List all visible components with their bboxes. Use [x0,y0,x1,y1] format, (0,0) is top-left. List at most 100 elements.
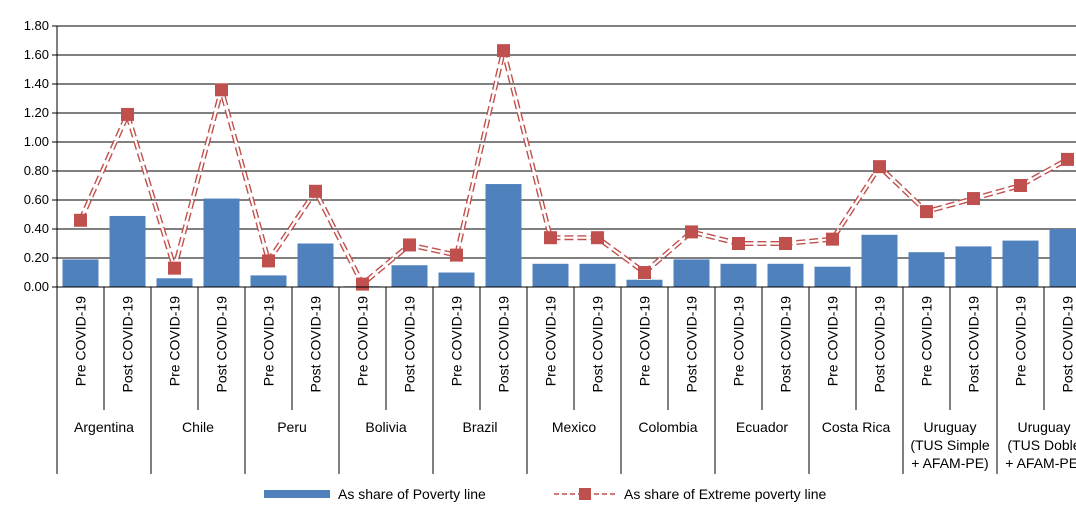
legend-item-extreme: As share of Extreme poverty line [552,486,826,502]
category-label: Chile [182,419,214,435]
legend-label-poverty: As share of Poverty line [338,486,486,502]
category-label: + AFAM-PE) [1005,455,1076,471]
x-tick-label: Post COVID-19 [402,296,418,393]
x-tick-label: Pre COVID-19 [919,296,935,386]
bar [673,259,710,287]
category-label: Argentina [74,419,134,435]
x-tick-label: Post COVID-19 [684,296,700,393]
bar [156,278,193,287]
x-tick-label: Post COVID-19 [214,296,230,393]
line-marker [403,238,416,252]
x-tick-label: Pre COVID-19 [73,296,89,386]
bar [1049,229,1076,287]
bar [579,263,616,287]
line-marker [168,261,181,275]
bar [1002,240,1039,287]
category-label: Bolivia [365,419,406,435]
bar [250,275,287,287]
line-marker [779,237,792,250]
x-tick-label: Post COVID-19 [308,296,324,393]
category-label: Uruguay [924,419,977,435]
y-tick-label: 0.60 [24,192,49,207]
x-tick-label: Post COVID-19 [120,296,136,393]
legend: As share of Poverty line As share of Ext… [0,486,1076,506]
bar [955,246,992,287]
legend-swatch-line [554,488,616,500]
bar [203,198,240,287]
line-marker [544,231,557,245]
line-marker [873,160,886,174]
category-label: Mexico [552,419,597,435]
bar [720,263,757,287]
line-marker [591,231,604,245]
bar [814,266,851,287]
line-marker [215,83,228,97]
bar [767,263,804,287]
line-series [74,44,1074,291]
x-tick-label: Post COVID-19 [590,296,606,393]
line-marker [450,248,463,262]
x-tick-label: Pre COVID-19 [449,296,465,386]
bar [908,252,945,287]
series-line-inner [79,49,1069,286]
y-tick-label: 0.20 [24,250,49,265]
x-tick-label: Pre COVID-19 [825,296,841,386]
bar [62,259,99,287]
x-tick-label: Post COVID-19 [966,296,982,393]
x-tick-label: Pre COVID-19 [1013,296,1029,386]
legend-label-extreme: As share of Extreme poverty line [624,486,827,502]
category-label: Uruguay [1018,419,1071,435]
line-marker [262,254,275,268]
category-label: Peru [277,419,307,435]
x-axis: Pre COVID-19 Post COVID-19 Pre COVID-19 Pos… [56,286,1076,474]
category-label: Brazil [462,419,497,435]
category-label: + AFAM-PE) [911,455,988,471]
line-marker [356,277,369,291]
bar [485,184,522,287]
y-tick-label: 0.80 [24,163,49,178]
line-marker [497,44,510,58]
bar [391,265,428,287]
bar [438,272,475,287]
category-label: (TUS Doble [1007,437,1076,453]
x-tick-label: Pre COVID-19 [543,296,559,386]
x-tick-label: Post COVID-19 [872,296,888,393]
x-tick-label: Pre COVID-19 [637,296,653,386]
x-tick-label: Pre COVID-19 [355,296,371,386]
x-tick-label: Post COVID-19 [778,296,794,393]
y-tick-label: 1.00 [24,134,49,149]
line-marker [121,107,134,121]
legend-item-poverty: As share of Poverty line [264,486,486,502]
line-marker [920,205,933,219]
x-tick-label: Pre COVID-19 [167,296,183,386]
x-tick-label: Pre COVID-19 [731,296,747,386]
x-tick-label: Pre COVID-19 [261,296,277,386]
x-tick-label: Post COVID-19 [496,296,512,393]
y-tick-label: 1.80 [24,18,49,33]
y-tick-label: 0.00 [24,279,49,294]
category-label: Ecuador [736,419,788,435]
x-tick-label: Post COVID-19 [1060,296,1076,393]
line-marker [1061,152,1074,166]
y-axis: 0.00 0.20 0.40 0.60 0.80 1.00 1.20 1.40 1.60 1.80 [24,18,58,294]
y-tick-label: 1.60 [24,47,49,62]
line-marker [826,232,839,246]
bar [532,263,569,287]
y-tick-label: 1.20 [24,105,49,120]
line-marker [74,213,87,227]
line-marker [309,184,322,198]
category-label: Costa Rica [822,419,891,435]
y-tick-label: 1.40 [24,76,49,91]
bar [626,279,663,287]
bar [861,234,898,287]
bar [109,215,146,287]
line-marker [685,225,698,239]
line-marker [1014,179,1027,192]
bar [297,243,334,287]
y-tick-label: 0.40 [24,221,49,236]
legend-swatch-bar [264,490,330,498]
line-marker [732,237,745,250]
line-marker [967,192,980,206]
bar-series [62,184,1076,287]
